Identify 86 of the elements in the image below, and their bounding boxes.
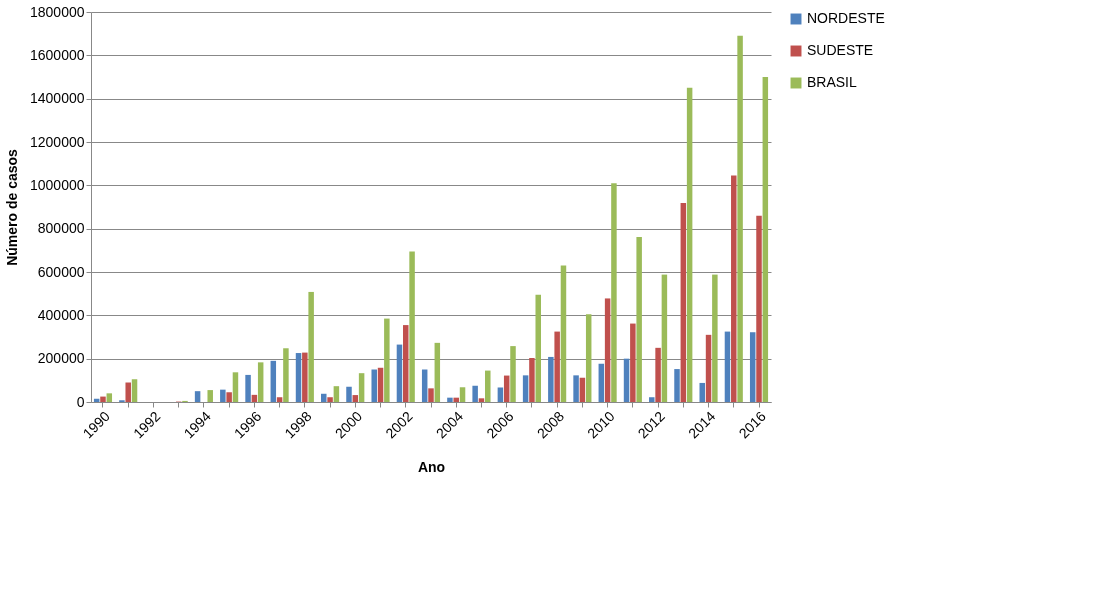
bar — [257, 362, 264, 402]
legend-label: BRASIL — [807, 74, 858, 90]
bar — [472, 385, 478, 402]
bar — [529, 358, 535, 402]
bar — [377, 367, 384, 402]
x-axis-title: Ano — [417, 459, 446, 476]
y-tick-label: 1600000 — [29, 46, 85, 63]
bar — [655, 347, 661, 402]
y-tick-label: 400000 — [37, 306, 85, 323]
bar — [598, 363, 605, 402]
y-axis-title: Número de casos — [4, 148, 20, 266]
bar — [346, 386, 352, 402]
bar — [649, 397, 655, 402]
bar — [731, 175, 737, 402]
bar — [302, 352, 308, 402]
bar — [661, 274, 668, 402]
bar — [699, 382, 705, 402]
bar — [535, 294, 541, 402]
bar — [131, 379, 138, 402]
bar — [295, 353, 302, 402]
y-tick-label: 800000 — [37, 220, 85, 237]
bar — [604, 298, 611, 402]
bar — [579, 377, 586, 402]
bar — [705, 334, 712, 402]
bar — [459, 387, 466, 402]
bar — [485, 370, 491, 402]
bar — [283, 348, 289, 402]
bar — [630, 323, 636, 402]
bar — [371, 369, 377, 402]
bar — [384, 318, 390, 402]
bar — [749, 332, 756, 402]
legend-label: SUDESTE — [807, 42, 874, 58]
bar — [548, 356, 554, 402]
bar — [737, 35, 743, 402]
y-tick-label: 1200000 — [29, 133, 85, 150]
y-tick-label: 1000000 — [29, 176, 85, 193]
bar — [100, 396, 106, 402]
bar — [358, 373, 365, 402]
bar — [724, 331, 731, 402]
legend-label: NORDESTE — [807, 10, 885, 26]
bar — [503, 375, 510, 402]
bar — [674, 369, 680, 402]
bar — [762, 77, 769, 402]
bar — [497, 387, 504, 402]
bar — [453, 397, 459, 402]
y-tick-label: 600000 — [37, 263, 85, 280]
bar — [308, 291, 314, 402]
bar — [409, 251, 415, 402]
bar — [106, 393, 113, 402]
bar — [434, 342, 441, 402]
bar — [585, 314, 592, 402]
bar — [232, 372, 239, 402]
bar — [226, 392, 232, 402]
bar — [428, 388, 434, 402]
bar — [611, 183, 617, 402]
bar — [194, 391, 201, 402]
y-tick-label: 1400000 — [29, 90, 85, 107]
bar — [276, 397, 283, 402]
bar — [270, 360, 277, 402]
bar — [447, 397, 453, 402]
bar — [245, 374, 251, 402]
bar — [321, 393, 327, 402]
bar — [220, 389, 226, 402]
bar — [352, 395, 359, 402]
bar — [251, 394, 258, 402]
bar — [403, 325, 409, 402]
bar — [686, 87, 693, 402]
bar — [333, 386, 340, 402]
bar — [478, 398, 485, 402]
y-tick-label: 1800000 — [29, 3, 85, 20]
bar — [125, 382, 131, 402]
bar — [396, 344, 403, 402]
bar — [554, 331, 560, 402]
bar — [756, 215, 762, 402]
y-tick-label: 200000 — [37, 350, 85, 367]
bar — [623, 358, 630, 402]
bar — [636, 236, 642, 402]
bar — [680, 203, 687, 402]
bar — [522, 375, 529, 402]
bar — [207, 390, 213, 402]
y-tick-label: 0 — [76, 393, 85, 410]
bar — [712, 274, 718, 402]
bar — [327, 397, 333, 402]
bar — [510, 346, 516, 402]
bar — [573, 375, 579, 402]
bar — [560, 265, 567, 402]
